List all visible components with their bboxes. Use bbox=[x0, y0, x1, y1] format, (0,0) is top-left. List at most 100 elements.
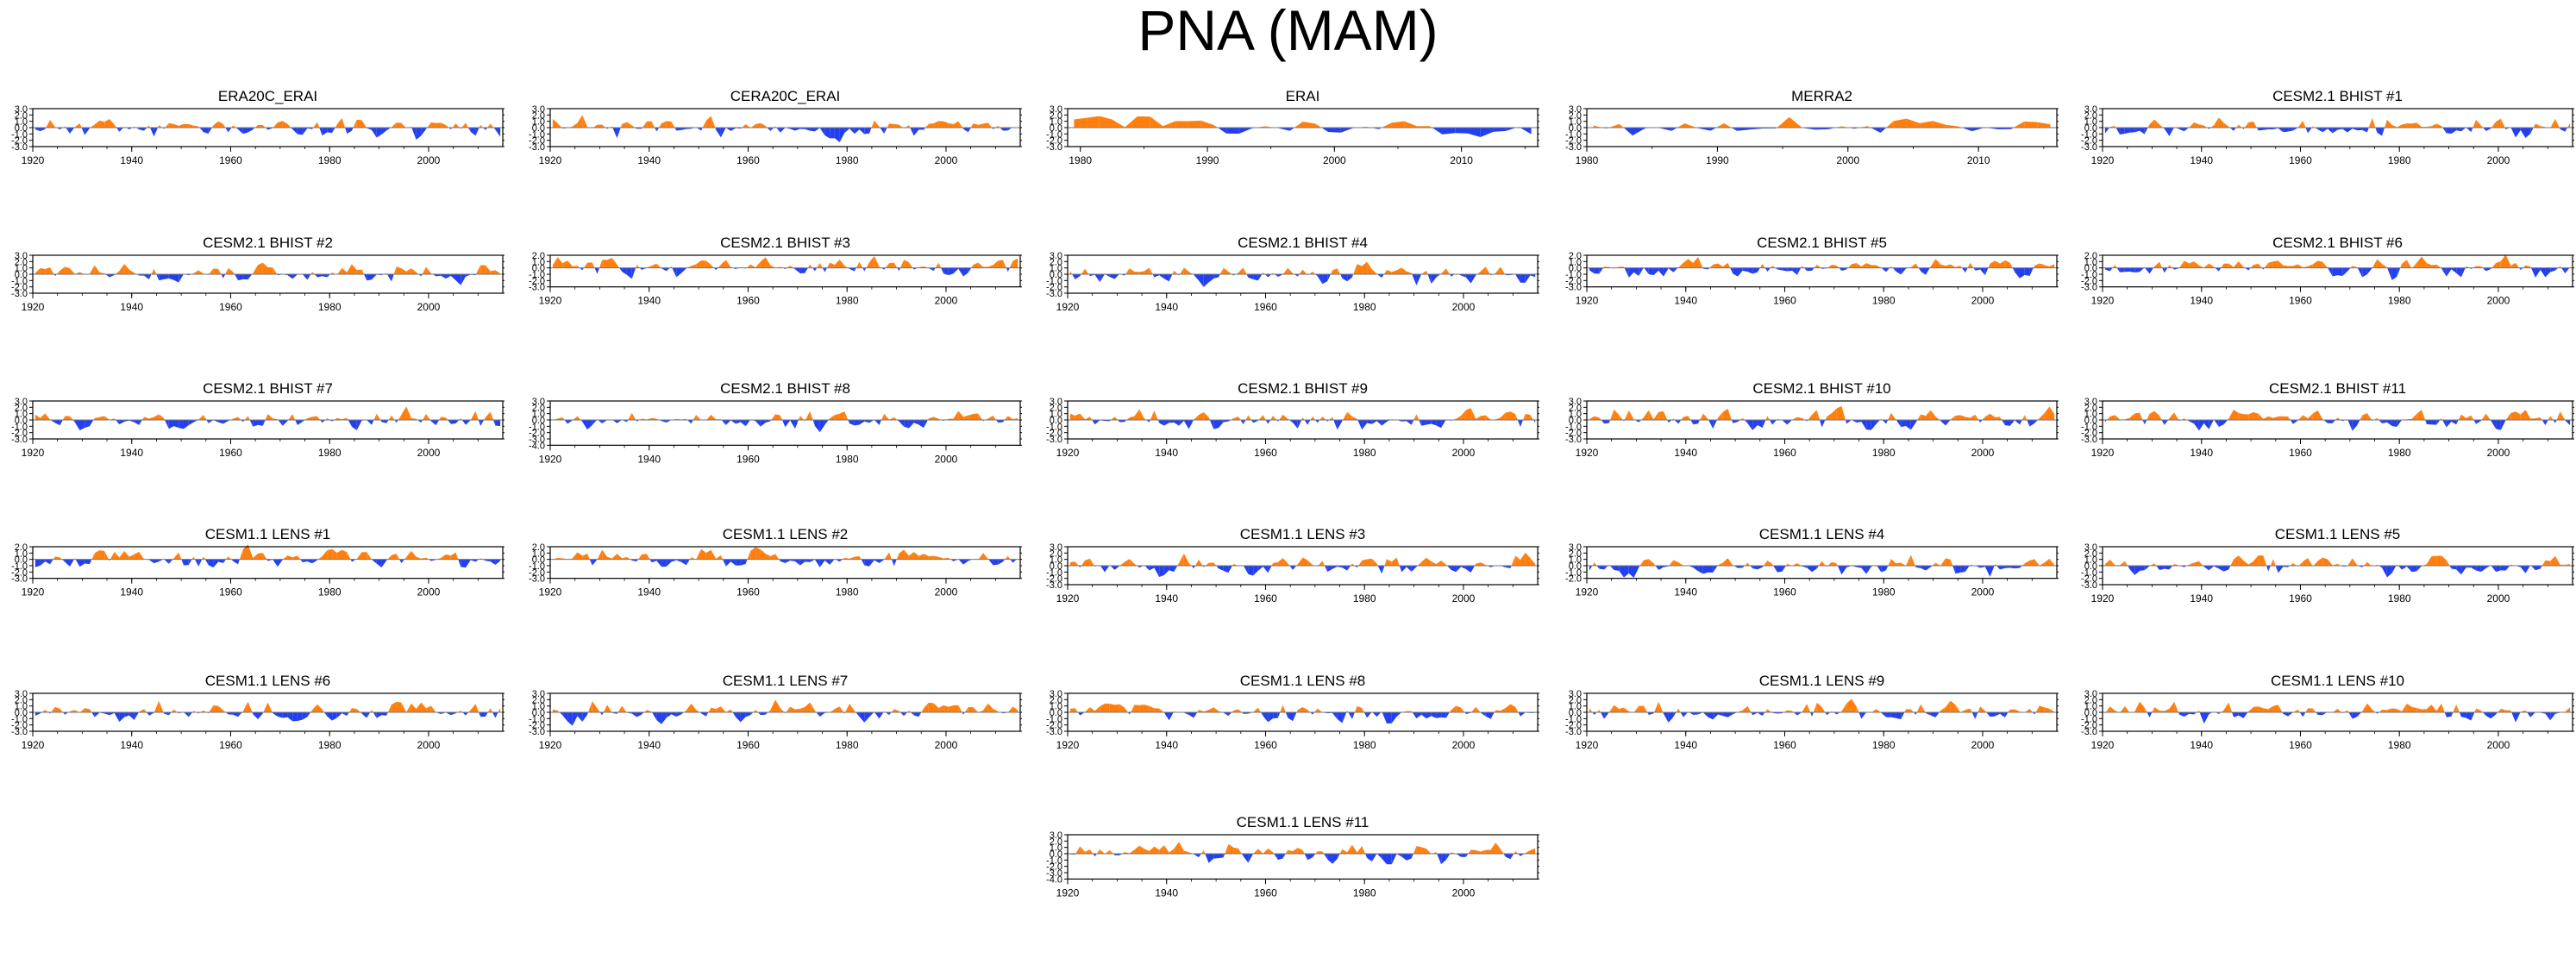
positive-segment bbox=[356, 552, 362, 560]
negative-segment bbox=[248, 274, 253, 280]
panel-24: CESM1.1 LENS #9 3.0 2.0 1.0 0.0 -1.0 -2.0 -3.0 1… bbox=[1563, 671, 2059, 757]
negative-segment bbox=[2140, 267, 2145, 273]
positive-segment bbox=[282, 121, 288, 128]
positive-segment bbox=[1648, 410, 1654, 420]
positive-segment bbox=[1984, 413, 1990, 420]
positive-segment bbox=[336, 417, 342, 420]
y-tick-label: 1.0 bbox=[532, 548, 545, 559]
positive-segment bbox=[2268, 261, 2273, 268]
positive-segment bbox=[1520, 552, 1526, 566]
negative-segment bbox=[597, 267, 599, 274]
negative-segment bbox=[164, 274, 169, 279]
negative-segment bbox=[918, 128, 924, 130]
positive-segment bbox=[54, 556, 60, 560]
positive-segment bbox=[845, 704, 850, 712]
positive-segment bbox=[587, 262, 592, 268]
panel-title: MERRA2 bbox=[1791, 88, 1852, 104]
positive-segment bbox=[119, 264, 125, 274]
negative-segment bbox=[128, 128, 133, 130]
positive-segment bbox=[2471, 415, 2474, 420]
negative-segment bbox=[814, 267, 818, 272]
negative-segment bbox=[1169, 712, 1174, 721]
negative-segment bbox=[1984, 566, 1990, 577]
negative-segment bbox=[1431, 420, 1437, 426]
positive-segment bbox=[2253, 263, 2259, 268]
negative-segment bbox=[666, 559, 672, 567]
positive-segment bbox=[557, 257, 563, 268]
negative-segment bbox=[417, 420, 422, 423]
positive-segment bbox=[2505, 254, 2511, 268]
negative-segment bbox=[1382, 420, 1388, 426]
positive-segment bbox=[671, 121, 675, 128]
negative-segment bbox=[356, 420, 362, 430]
negative-segment bbox=[265, 128, 268, 130]
negative-segment bbox=[1312, 854, 1316, 858]
positive-segment bbox=[572, 122, 578, 128]
positive-segment bbox=[1129, 849, 1135, 854]
positive-segment bbox=[1718, 562, 1723, 566]
negative-segment bbox=[1668, 712, 1674, 723]
positive-segment bbox=[94, 550, 100, 560]
x-tick-label: 1920 bbox=[539, 154, 562, 166]
negative-segment bbox=[1980, 267, 1985, 276]
negative-segment bbox=[626, 267, 632, 279]
positive-segment bbox=[70, 268, 75, 274]
y-tick-label: -2.0 bbox=[529, 136, 545, 147]
negative-segment bbox=[1149, 566, 1155, 571]
positive-segment bbox=[599, 260, 603, 268]
negative-segment bbox=[1614, 566, 1620, 571]
negative-segment bbox=[1604, 712, 1609, 719]
positive-segment bbox=[2189, 261, 2195, 268]
negative-segment bbox=[2466, 712, 2472, 721]
positive-segment bbox=[622, 122, 627, 128]
positive-segment bbox=[1767, 709, 1772, 712]
negative-segment bbox=[1163, 566, 1169, 575]
positive-segment bbox=[56, 270, 60, 274]
panel-chart: CERA20C_ERAI3.02.01.00.0-1.0-2.0-3.01920… bbox=[529, 88, 1022, 166]
positive-segment bbox=[2263, 416, 2269, 420]
positive-segment bbox=[1315, 123, 1322, 128]
negative-segment bbox=[223, 274, 226, 279]
positive-segment bbox=[1213, 562, 1217, 566]
negative-segment bbox=[864, 267, 867, 272]
negative-segment bbox=[2234, 712, 2239, 717]
positive-segment bbox=[2238, 124, 2242, 128]
x-tick-label: 2000 bbox=[935, 739, 958, 751]
positive-segment bbox=[2194, 261, 2199, 268]
negative-segment bbox=[184, 712, 189, 717]
positive-segment bbox=[626, 122, 632, 128]
negative-segment bbox=[1426, 712, 1432, 719]
positive-segment bbox=[1089, 558, 1094, 566]
negative-segment bbox=[631, 559, 637, 561]
y-tick-label: 3.0 bbox=[2084, 397, 2097, 407]
x-tick-label: 2000 bbox=[417, 301, 441, 313]
positive-segment bbox=[2268, 705, 2273, 712]
positive-segment bbox=[168, 122, 174, 128]
y-tick-label: 1.0 bbox=[532, 410, 545, 420]
positive-segment bbox=[1856, 263, 1862, 268]
negative-segment bbox=[963, 128, 968, 133]
positive-segment bbox=[1643, 705, 1648, 712]
positive-segment bbox=[2550, 416, 2554, 420]
positive-segment bbox=[1700, 413, 1703, 420]
negative-segment bbox=[2357, 420, 2360, 425]
negative-segment bbox=[666, 712, 672, 718]
negative-segment bbox=[963, 267, 968, 277]
positive-segment bbox=[887, 123, 889, 128]
positive-segment bbox=[1007, 706, 1013, 712]
positive-segment bbox=[423, 413, 427, 420]
positive-segment bbox=[711, 116, 716, 128]
negative-segment bbox=[1752, 267, 1758, 274]
negative-segment bbox=[1333, 420, 1338, 430]
positive-segment bbox=[2332, 563, 2338, 566]
negative-segment bbox=[1713, 712, 1719, 720]
panel-title: ERAI bbox=[1286, 88, 1320, 104]
negative-segment bbox=[1940, 420, 1946, 426]
negative-segment bbox=[582, 712, 588, 722]
negative-segment bbox=[2272, 128, 2278, 130]
negative-segment bbox=[273, 559, 278, 567]
y-tick-label: 3.0 bbox=[1050, 542, 1062, 553]
positive-segment bbox=[396, 122, 402, 128]
y-tick-label: 1.0 bbox=[15, 702, 28, 712]
negative-segment bbox=[1268, 274, 1272, 278]
